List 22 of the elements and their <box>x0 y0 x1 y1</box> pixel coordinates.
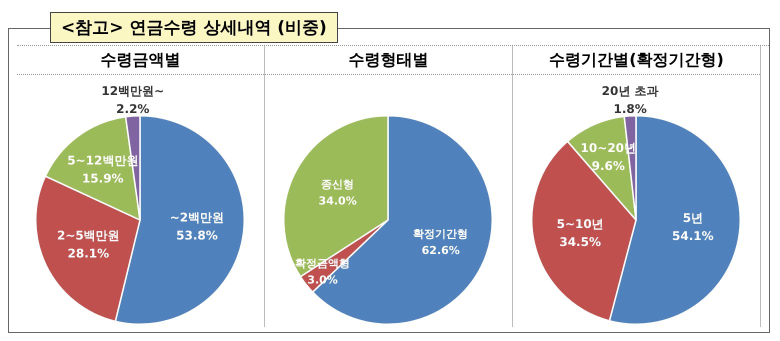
slice-label: 12백만원~ <box>101 84 164 98</box>
data-label: 62.6% <box>422 244 460 258</box>
data-label: 15.9% <box>82 171 124 186</box>
slice-label: 2~5백만원 <box>56 228 120 243</box>
data-label: 34.5% <box>559 234 601 249</box>
slice-label: 20년 초과 <box>602 84 659 98</box>
slice-label: ~2백만원 <box>170 210 224 225</box>
slice-label: 5~10년 <box>556 216 604 231</box>
data-label: 28.1% <box>68 246 110 261</box>
slice-label: 종신형 <box>321 178 354 191</box>
text: <참고> 연금수령 상세내역 (비중) <box>50 12 338 43</box>
chart-title: 수령금액별 <box>17 46 264 75</box>
slice-label: 5년 <box>682 211 704 226</box>
chart-title: 수령형태별 <box>265 46 512 75</box>
slice-label: 확정기간형 <box>413 228 468 241</box>
chart-title: 수령기간별(확정기간형) <box>513 46 760 75</box>
data-label: 53.8% <box>176 228 218 243</box>
data-label: 34.0% <box>318 194 357 208</box>
data-label: 2.2% <box>116 102 150 116</box>
data-label: 1.8% <box>613 102 647 116</box>
data-label: 9.6% <box>592 158 625 173</box>
data-label: 54.1% <box>672 229 714 244</box>
